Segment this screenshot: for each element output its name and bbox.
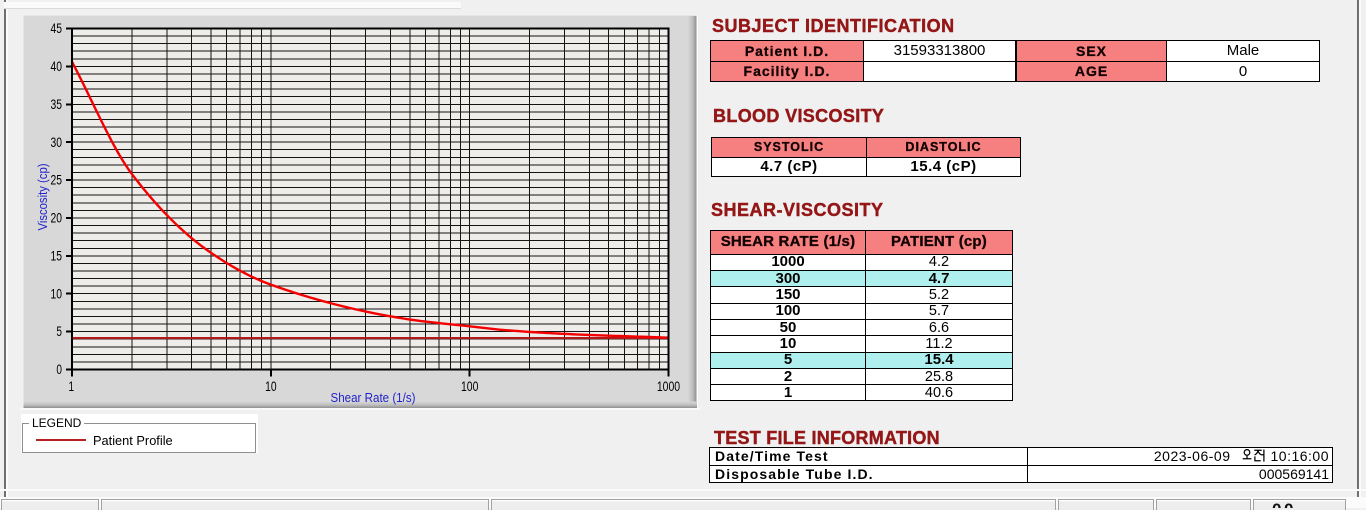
svg-text:Shear Rate (1/s): Shear Rate (1/s) [331,391,416,405]
svg-text:10: 10 [51,286,63,301]
svg-text:35: 35 [51,97,63,112]
svg-text:1000: 1000 [657,379,680,394]
svg-text:30: 30 [51,135,63,150]
svg-text:15: 15 [51,248,63,263]
svg-text:5: 5 [56,324,62,339]
svg-text:Viscosity (cp): Viscosity (cp) [36,164,50,231]
svg-text:1: 1 [69,379,75,394]
svg-text:40: 40 [51,59,63,74]
svg-text:20: 20 [51,211,63,226]
svg-text:25: 25 [51,173,63,188]
svg-text:10: 10 [265,379,277,394]
svg-text:100: 100 [461,379,478,394]
svg-text:0: 0 [56,362,62,377]
svg-text:45: 45 [51,21,63,36]
